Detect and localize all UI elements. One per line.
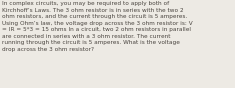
Text: In complex circuits, you may be required to apply both of
Kirchhoff’s Laws. The : In complex circuits, you may be required… xyxy=(2,1,193,52)
